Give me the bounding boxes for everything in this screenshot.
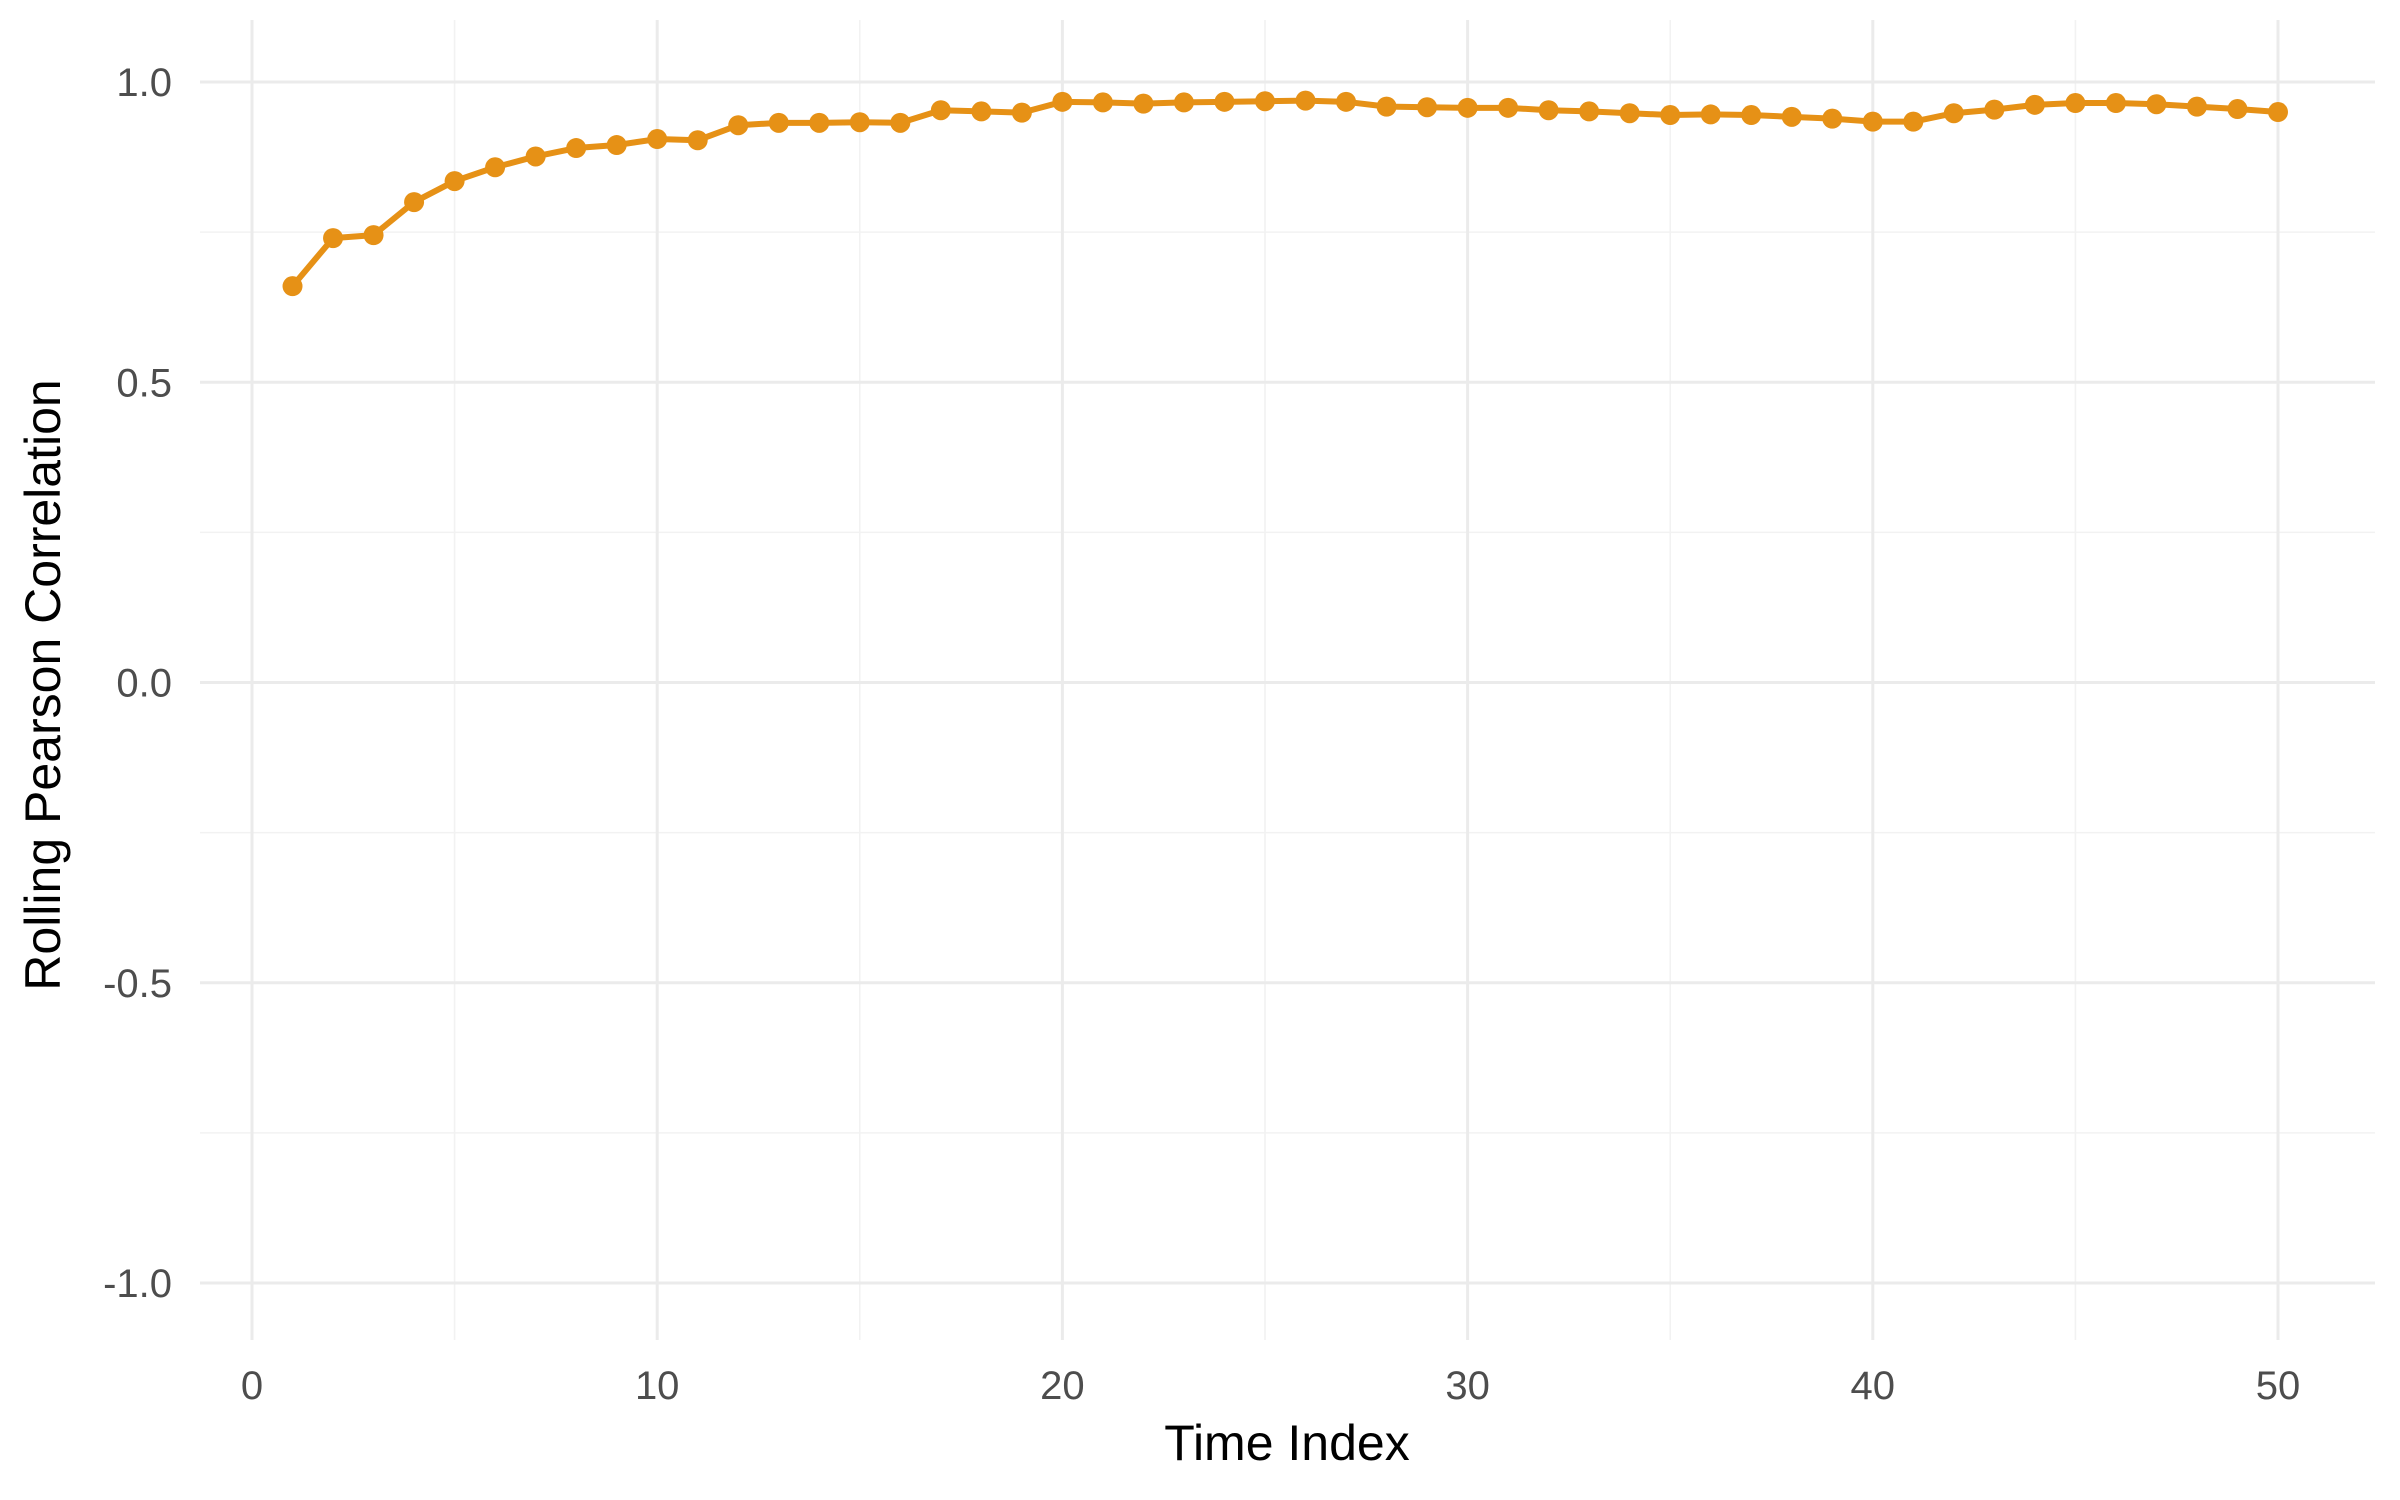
y-tick-label: 0.5 (116, 361, 172, 405)
data-point (606, 135, 627, 156)
data-point (1214, 91, 1235, 112)
y-axis-ticks: -1.0 -0.5 0.0 0.5 1.0 (103, 61, 172, 1306)
data-point (1903, 111, 1924, 132)
data-point (1660, 105, 1681, 126)
data-point (525, 146, 546, 167)
data-point (1457, 97, 1478, 118)
data-point (1579, 101, 1600, 122)
data-point (1781, 106, 1802, 127)
data-point (1700, 104, 1721, 125)
y-tick-label: -1.0 (103, 1262, 172, 1306)
data-point (2146, 94, 2167, 115)
data-point (1498, 97, 1519, 118)
data-point (768, 112, 789, 133)
data-point (1336, 91, 1357, 112)
data-point (1376, 96, 1397, 117)
data-point (1255, 91, 1275, 112)
data-point (363, 225, 384, 246)
y-tick-label: 1.0 (116, 61, 172, 105)
x-tick-label: 50 (2256, 1364, 2301, 1408)
y-tick-label: -0.5 (103, 962, 172, 1006)
data-point (1538, 100, 1559, 121)
data-point (1173, 92, 1194, 113)
data-point (2105, 93, 2126, 114)
data-point (647, 129, 668, 150)
data-point (2268, 102, 2288, 123)
x-axis-title: Time Index (1164, 1415, 1409, 1471)
data-point (1741, 105, 1762, 126)
data-point (890, 112, 911, 133)
data-point (728, 115, 749, 136)
data-point (1984, 99, 2005, 120)
y-tick-label: 0.0 (116, 662, 172, 706)
x-tick-label: 20 (1040, 1364, 1085, 1408)
x-tick-label: 10 (635, 1364, 680, 1408)
data-point (1862, 111, 1883, 132)
data-point (1295, 90, 1316, 111)
data-point (849, 112, 870, 133)
grid (200, 20, 2375, 1340)
x-tick-label: 0 (241, 1364, 263, 1408)
x-tick-label: 30 (1445, 1364, 1490, 1408)
data-point (282, 276, 303, 297)
series-line (289, 97, 2281, 290)
data-point (1011, 102, 1032, 123)
series-layer (282, 90, 2288, 297)
data-point (1133, 93, 1154, 114)
data-point (2065, 93, 2086, 114)
data-point (323, 228, 344, 249)
x-tick-label: 40 (1851, 1364, 1896, 1408)
data-point (687, 130, 708, 151)
data-point (444, 171, 465, 192)
data-point (971, 101, 992, 122)
y-axis-title: Rolling Pearson Correlation (15, 379, 71, 990)
data-point (930, 100, 951, 121)
data-point (2227, 99, 2248, 120)
data-point (809, 112, 830, 133)
data-point (1052, 91, 1073, 112)
data-point (566, 138, 587, 159)
data-point (1417, 97, 1438, 118)
data-point (404, 192, 425, 213)
data-point (1092, 92, 1113, 113)
data-point (2186, 96, 2207, 117)
data-point (1822, 108, 1843, 129)
data-point (2024, 94, 2045, 115)
data-point (485, 157, 506, 178)
data-point (1943, 103, 1964, 124)
x-axis-ticks: 0 10 20 30 40 50 (241, 1364, 2300, 1408)
data-point (1619, 103, 1640, 124)
